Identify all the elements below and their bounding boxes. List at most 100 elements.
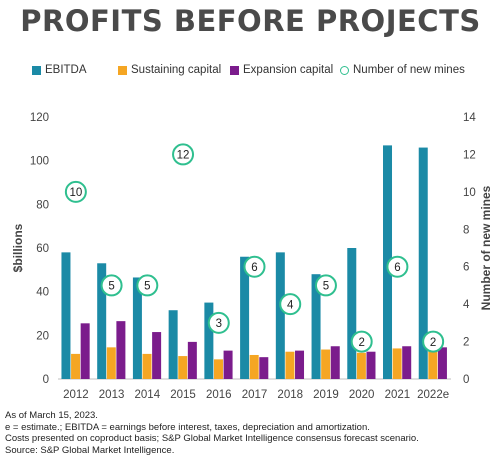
y2-tick-label: 4 (463, 299, 470, 311)
y2-tick-label: 2 (463, 337, 469, 349)
legend-label-ebitda: EBITDA (45, 64, 87, 76)
bar-ebitda (168, 310, 178, 379)
mines-marker (350, 330, 373, 353)
legend-item-mines: Number of new mines (340, 64, 465, 76)
bar-sustaining (249, 354, 259, 379)
y-tick-label: 40 (36, 287, 49, 299)
bar-sustaining (213, 359, 223, 379)
mines-circle-swatch (340, 65, 349, 75)
chart-title: PROFITS BEFORE PROJECTS (20, 4, 481, 38)
y2-tick-label: 10 (463, 187, 476, 199)
x-tick-label: 2022e (417, 389, 449, 401)
mines-value-label: 2 (430, 337, 436, 349)
y-tick-label: 20 (36, 330, 49, 342)
bar-sustaining (428, 348, 438, 379)
bar-expansion (402, 346, 412, 379)
bar-sustaining (71, 353, 81, 379)
x-tick-label: 2015 (170, 389, 196, 401)
bar-ebitda (204, 302, 214, 379)
bar-expansion (366, 351, 376, 379)
bar-ebitda (240, 256, 250, 379)
bar-expansion (223, 350, 233, 379)
mines-marker (136, 274, 159, 297)
y-tick-label: 80 (36, 199, 49, 211)
y2-axis-label: Number of new mines (479, 185, 493, 310)
mines-value-label: 2 (358, 337, 364, 349)
bar-ebitda (347, 248, 357, 379)
y-axis-label: $billions (11, 223, 25, 272)
bar-expansion (152, 332, 162, 379)
mines-value-label: 6 (394, 262, 400, 274)
y2-tick-label: 14 (463, 112, 476, 124)
legend-label-expansion: Expansion capital (243, 64, 334, 76)
bar-sustaining (392, 348, 402, 379)
x-tick-label: 2012 (63, 389, 89, 401)
legend-item-expansion: Expansion capital (230, 64, 333, 76)
bar-ebitda (61, 252, 71, 379)
bar-sustaining (142, 353, 152, 379)
mines-value-label: 6 (251, 262, 257, 274)
y-tick-label: 100 (30, 156, 49, 168)
x-tick-label: 2016 (206, 389, 232, 401)
mines-value-label: 5 (144, 281, 150, 293)
x-tick-label: 2013 (99, 389, 125, 401)
legend: EBITDA Sustaining capital Expansion capi… (32, 64, 492, 80)
legend-label-mines: Number of new mines (353, 64, 465, 76)
mines-marker (279, 293, 302, 316)
mines-marker (64, 180, 87, 203)
bar-sustaining (321, 349, 331, 379)
footnote-abbreviations: e = estimate.; EBITDA = earnings before … (5, 421, 370, 433)
footnote-date: As of March 15, 2023. (5, 410, 98, 421)
bar-expansion (330, 346, 340, 379)
mines-value-label: 5 (108, 281, 114, 293)
bar-ebitda (132, 277, 142, 379)
sustaining-swatch (118, 65, 127, 75)
y-tick-label: 0 (43, 374, 49, 386)
mines-marker (422, 330, 445, 353)
y-tick-label: 120 (30, 112, 49, 124)
y2-tick-label: 0 (463, 374, 469, 386)
mines-value-label: 10 (69, 187, 82, 199)
bar-expansion (80, 323, 90, 379)
mines-marker (314, 274, 337, 297)
mines-marker (243, 255, 266, 278)
bar-expansion (295, 350, 305, 379)
mines-value-label: 12 (177, 150, 190, 162)
x-tick-label: 2017 (242, 389, 268, 401)
mines-value-label: 3 (216, 318, 222, 330)
y2-tick-label: 6 (463, 262, 469, 274)
chart-svg: 0 20 40 60 80 100 120 0 2 4 6 8 10 12 14 $billions Numbe… (11, 112, 493, 401)
footnote-methodology: Costs presented on coproduct basis; S&P … (5, 433, 419, 444)
bar-ebitda (275, 252, 285, 379)
y-tick-label: 60 (36, 243, 49, 255)
legend-item-ebitda: EBITDA (32, 64, 87, 76)
bar-ebitda (97, 263, 107, 379)
bar-expansion (187, 341, 197, 379)
mines-marker (207, 311, 230, 334)
x-tick-label: 2021 (385, 389, 411, 401)
ebitda-swatch (32, 65, 41, 75)
bar-sustaining (106, 347, 116, 379)
footnote-source: Source: S&P Global Market Intelligence. (5, 444, 175, 456)
legend-label-sustaining: Sustaining capital (131, 64, 222, 76)
bar-expansion (437, 347, 447, 379)
bar-ebitda (311, 274, 321, 379)
bar-expansion (259, 357, 269, 379)
mines-marker (100, 274, 123, 297)
mines-marker (172, 143, 195, 166)
bar-sustaining (285, 351, 295, 379)
y2-tick-label: 8 (463, 224, 469, 236)
mines-marker (386, 255, 409, 278)
footnotes: As of March 15, 2023. e = estimate.; EBI… (5, 410, 419, 456)
expansion-swatch (230, 65, 239, 75)
mines-value-label: 5 (323, 281, 329, 293)
y2-tick-label: 12 (463, 149, 476, 161)
legend-item-sustaining: Sustaining capital (118, 64, 221, 76)
bar-sustaining (178, 356, 188, 379)
mines-value-label: 4 (287, 299, 294, 311)
bar-sustaining (356, 352, 366, 379)
x-tick-label: 2014 (135, 389, 161, 401)
x-tick-label: 2019 (313, 389, 339, 401)
bar-ebitda (418, 147, 428, 379)
x-tick-label: 2018 (277, 389, 303, 401)
